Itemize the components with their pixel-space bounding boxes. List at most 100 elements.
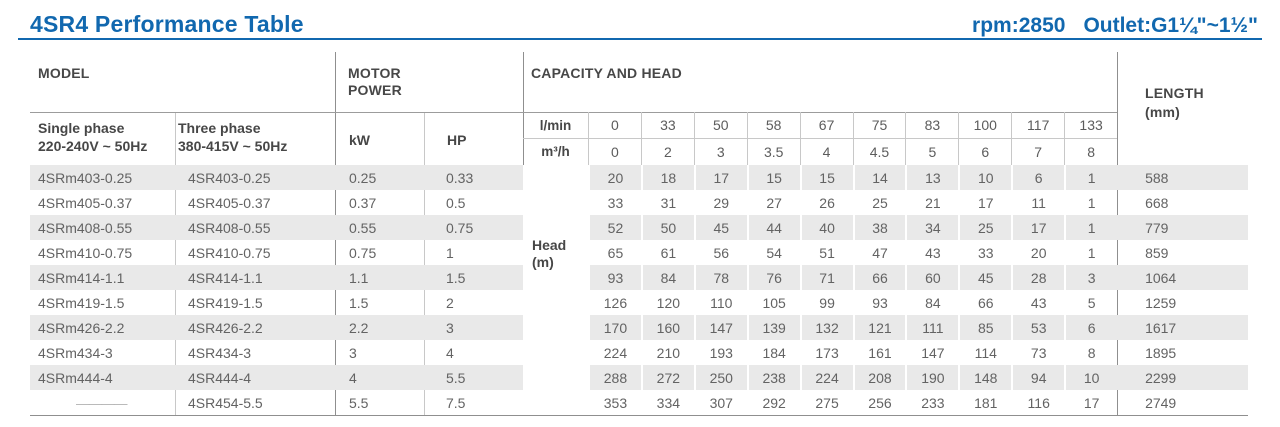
head-value-cell: 208 xyxy=(852,365,906,390)
head-label-spacer xyxy=(523,265,588,290)
page-title: 4SR4 Performance Table xyxy=(30,11,304,37)
head-value-cell: 43 xyxy=(1011,290,1064,315)
motor-power-kw-cell: 0.37 xyxy=(349,194,377,211)
rule-table-bottom xyxy=(30,415,1248,416)
head-value-cell: 33 xyxy=(588,190,641,215)
flow-row-lmin: 0 33 50 58 67 75 83 100 117 133 xyxy=(588,112,1117,138)
model-three-phase-cell: 4SR414-1.1 xyxy=(188,269,263,286)
head-value-cell: 53 xyxy=(1011,315,1064,340)
rule-under-group-headers xyxy=(30,112,1117,113)
motor-power-hp-cell: 1 xyxy=(446,244,454,261)
motor-power-hp-cell: 0.75 xyxy=(446,219,474,236)
head-value-cell: 272 xyxy=(640,365,694,390)
model-three-phase-cell: 4SR403-0.25 xyxy=(188,169,271,186)
flow-lmin-value: 117 xyxy=(1011,112,1064,138)
head-value-cell: 93 xyxy=(588,265,641,290)
subheader-single-phase: Single phase 220-240V ~ 50Hz xyxy=(38,119,147,155)
model-single-phase-cell: 4SRm419-1.5 xyxy=(38,294,125,311)
motor-power-hp-cell: 3 xyxy=(446,319,454,336)
head-value-cell: 6 xyxy=(1064,315,1117,340)
head-value-cell: 78 xyxy=(693,265,747,290)
head-value-cell: 224 xyxy=(588,340,641,365)
head-value-cell: 334 xyxy=(640,390,694,415)
model-three-phase-cell: 4SR434-3 xyxy=(188,344,252,361)
head-value-cell: 21 xyxy=(905,190,958,215)
flow-lmin-value: 58 xyxy=(746,112,800,138)
flow-m3h-value: 8 xyxy=(1064,139,1117,165)
flow-m3h-value: 5 xyxy=(905,139,958,165)
subheader-kw: kW xyxy=(349,132,370,148)
model-three-phase-cell: 4SR444-4 xyxy=(188,369,252,386)
head-label-line1: Head xyxy=(532,237,567,253)
head-value-cell: 29 xyxy=(693,190,747,215)
table-row: 4SRm414-1.1 4SR414-1.1 1.1 1.5 93 84 78 … xyxy=(30,265,1248,290)
performance-table: MODEL MOTOR POWER CAPACITY AND HEAD LENG… xyxy=(30,52,1248,416)
single-phase-line2: 220-240V ~ 50Hz xyxy=(38,138,148,154)
model-single-phase-cell: ———— xyxy=(76,394,128,411)
head-value-cell: 288 xyxy=(588,365,641,390)
flow-m3h-value: 3.5 xyxy=(746,139,800,165)
head-value-cell: 20 xyxy=(588,165,641,190)
head-value-cell: 61 xyxy=(640,240,694,265)
head-value-cell: 20 xyxy=(1011,240,1064,265)
head-value-cell: 173 xyxy=(799,340,853,365)
motor-power-hp-cell: 0.33 xyxy=(446,169,474,186)
head-value-cell: 132 xyxy=(799,315,853,340)
head-value-cell: 190 xyxy=(905,365,958,390)
motor-power-hp-cell: 0.5 xyxy=(446,194,466,211)
head-value-cell: 256 xyxy=(852,390,906,415)
head-label-spacer xyxy=(523,215,588,240)
head-value-cell: 28 xyxy=(1011,265,1064,290)
motor-power-hp-cell: 2 xyxy=(446,294,454,311)
head-value-cell: 160 xyxy=(640,315,694,340)
column-header-model: MODEL xyxy=(38,65,90,81)
rpm-spec: rpm:2850 xyxy=(972,14,1066,37)
head-value-cell: 210 xyxy=(640,340,694,365)
head-value-cell: 170 xyxy=(588,315,641,340)
head-value-cell: 224 xyxy=(799,365,853,390)
head-value-cell: 17 xyxy=(1064,390,1117,415)
head-value-cell: 44 xyxy=(746,215,800,240)
head-value-cell: 26 xyxy=(799,190,853,215)
head-value-cell: 116 xyxy=(1011,390,1064,415)
head-value-cell: 5 xyxy=(1064,290,1117,315)
head-value-cell: 85 xyxy=(958,315,1011,340)
head-value-cell: 1 xyxy=(1064,215,1117,240)
flow-row-m3h: 0 2 3 3.5 4 4.5 5 6 7 8 xyxy=(588,139,1117,165)
table-row: ———— 4SR454-5.5 5.5 7.5 353 334 307 292 … xyxy=(30,390,1248,415)
motor-power-kw-cell: 0.55 xyxy=(349,219,377,236)
head-value-cell: 50 xyxy=(640,215,694,240)
head-value-cell: 31 xyxy=(640,190,694,215)
head-value-cell: 73 xyxy=(1011,340,1064,365)
head-value-cell: 11 xyxy=(1011,190,1064,215)
table-row: 4SRm410-0.75 4SR410-0.75 0.75 1 65 61 56… xyxy=(30,240,1248,265)
head-value-cell: 17 xyxy=(1011,215,1064,240)
head-value-cell: 93 xyxy=(852,290,906,315)
head-value-cell: 120 xyxy=(640,290,694,315)
flow-lmin-value: 133 xyxy=(1064,112,1117,138)
head-value-cell: 353 xyxy=(588,390,641,415)
length-cell: 1259 xyxy=(1145,294,1177,311)
motor-power-hp-cell: 5.5 xyxy=(446,369,466,386)
model-single-phase-cell: 4SRm426-2.2 xyxy=(38,319,125,336)
head-value-cell: 181 xyxy=(958,390,1011,415)
flow-lmin-value: 67 xyxy=(799,112,853,138)
head-value-cell: 114 xyxy=(958,340,1011,365)
model-single-phase-cell: 4SRm434-3 xyxy=(38,344,113,361)
head-value-cell: 18 xyxy=(640,165,694,190)
flow-m3h-value: 6 xyxy=(958,139,1011,165)
head-value-cell: 40 xyxy=(799,215,853,240)
head-label-line2: (m) xyxy=(532,254,554,270)
head-value-cell: 56 xyxy=(693,240,747,265)
head-value-cell: 148 xyxy=(958,365,1011,390)
head-value-cell: 193 xyxy=(693,340,747,365)
head-value-cell: 38 xyxy=(852,215,906,240)
model-single-phase-cell: 4SRm414-1.1 xyxy=(38,269,125,286)
head-value-cell: 238 xyxy=(746,365,800,390)
head-value-cell: 139 xyxy=(746,315,800,340)
head-label-spacer xyxy=(523,290,588,315)
flow-m3h-value: 4.5 xyxy=(852,139,906,165)
flow-lmin-value: 100 xyxy=(958,112,1011,138)
motor-power-hp-cell: 1.5 xyxy=(446,269,466,286)
length-header-line2: (mm) xyxy=(1145,104,1181,120)
